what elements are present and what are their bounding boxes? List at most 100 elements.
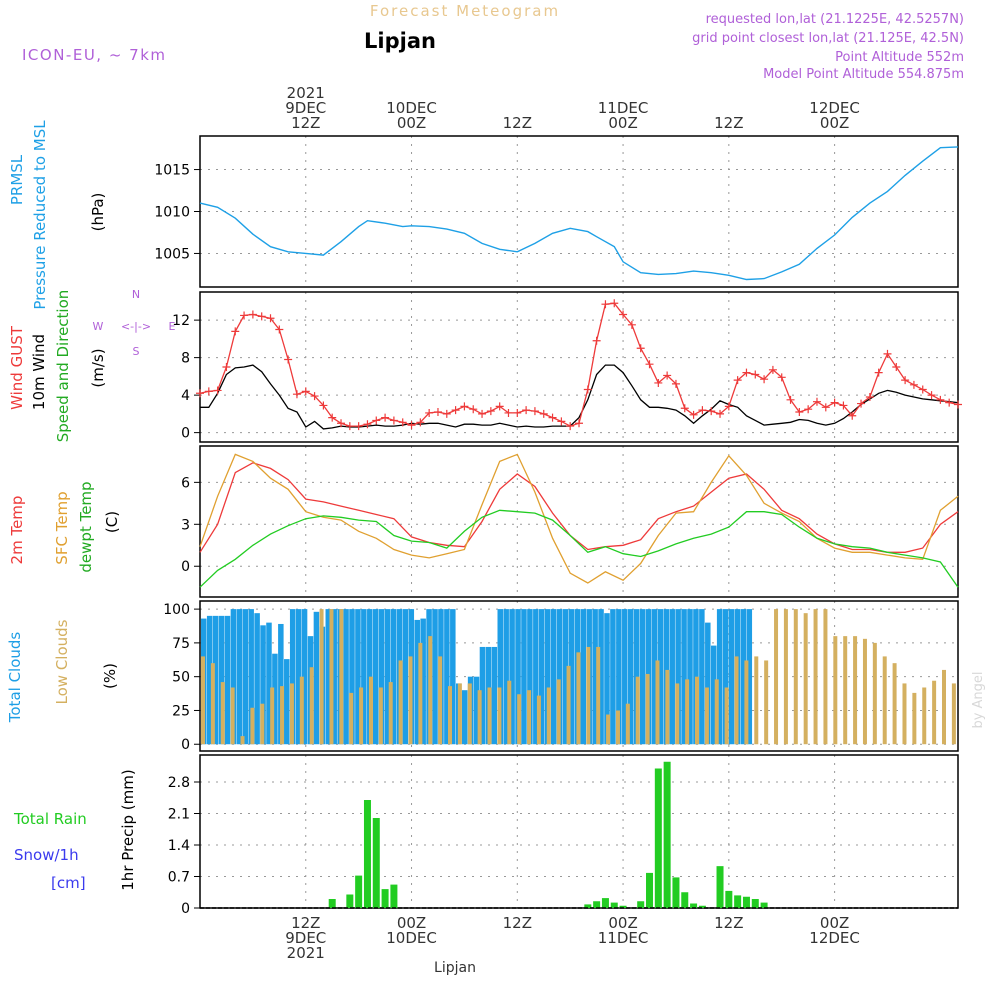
total-clouds-bar bbox=[728, 609, 735, 745]
low-clouds-bar bbox=[853, 636, 858, 745]
low-clouds-bar bbox=[566, 665, 571, 745]
wind-direction-label: Speed and Direction bbox=[54, 290, 72, 443]
gust-point bbox=[927, 391, 936, 400]
low-clouds-bar bbox=[625, 703, 630, 745]
low-clouds-bar bbox=[942, 669, 946, 745]
low-clouds-bar bbox=[754, 656, 759, 745]
gust-point bbox=[945, 398, 954, 407]
low-clouds-bar bbox=[704, 687, 709, 745]
gust-point bbox=[433, 408, 442, 416]
rain-bar bbox=[654, 768, 662, 908]
gust-point bbox=[213, 386, 222, 395]
low-clouds-bar bbox=[833, 636, 838, 745]
panel-frame bbox=[199, 600, 959, 752]
low-clouds-bar bbox=[240, 736, 245, 745]
gust-point bbox=[671, 379, 680, 388]
top-time-label: 00Z bbox=[397, 114, 426, 132]
gust-point bbox=[381, 413, 390, 422]
low-clouds-bar bbox=[250, 707, 255, 745]
rain-bar bbox=[601, 898, 609, 908]
low-clouds-bar bbox=[823, 609, 828, 745]
total-clouds-bar bbox=[390, 609, 397, 745]
gust-point bbox=[592, 336, 601, 345]
total-clouds-bar bbox=[402, 609, 409, 745]
compass-east: E bbox=[169, 320, 176, 333]
total-clouds-bar bbox=[206, 615, 213, 745]
top-time-label: 12DEC bbox=[809, 99, 860, 117]
gust-point bbox=[821, 403, 830, 412]
rain-label: Total Rain bbox=[13, 810, 87, 828]
low-clouds-bar bbox=[872, 642, 877, 745]
gust-point bbox=[328, 413, 337, 422]
gust-point bbox=[337, 419, 346, 428]
low-clouds-bar bbox=[428, 636, 433, 745]
low-clouds-bar bbox=[487, 687, 492, 745]
low-clouds-bar bbox=[230, 687, 235, 745]
rain-bar bbox=[619, 905, 627, 908]
gust-point bbox=[707, 407, 716, 416]
bottom-time-label: 2021 bbox=[287, 944, 325, 962]
low-clouds-bar bbox=[546, 687, 551, 745]
low-clouds-bar bbox=[299, 676, 304, 745]
rain-bar bbox=[742, 896, 750, 908]
y-tick-label: 1010 bbox=[154, 205, 190, 221]
low-clouds-bar bbox=[280, 686, 285, 745]
gust-point bbox=[301, 387, 310, 396]
total-clouds-bar bbox=[224, 615, 231, 745]
gust-point bbox=[795, 408, 804, 416]
gust-point bbox=[663, 371, 672, 380]
total-clouds-bar bbox=[604, 613, 610, 745]
rain-bar bbox=[681, 892, 689, 908]
rain-bar bbox=[637, 901, 645, 908]
bottom-time-label: 00Z bbox=[397, 914, 426, 932]
dewpt-temp-label: dewpt Temp bbox=[77, 481, 95, 572]
gust-point bbox=[892, 363, 901, 371]
low-clouds-bar bbox=[536, 695, 541, 745]
total-clouds-bar bbox=[260, 625, 266, 745]
top-time-label: 9DEC bbox=[285, 99, 326, 117]
bottom-time-label: 00Z bbox=[608, 914, 637, 932]
y-tick-label: 25 bbox=[172, 703, 190, 719]
bottom-time-label: 12DEC bbox=[809, 929, 860, 947]
gust-point bbox=[768, 365, 777, 374]
compass-arrows: <-|-> bbox=[121, 320, 151, 333]
gust-point bbox=[918, 385, 927, 394]
gust-point bbox=[495, 402, 504, 411]
pressure-label: PRMSL bbox=[8, 154, 26, 205]
y-tick-label: 6 bbox=[181, 475, 190, 491]
low-clouds-bar bbox=[507, 680, 512, 745]
pressure-series-line bbox=[199, 146, 959, 281]
panel-frame bbox=[199, 291, 959, 443]
gust-point bbox=[469, 405, 478, 414]
total-clouds-bar bbox=[544, 609, 551, 745]
gust-point bbox=[724, 402, 733, 411]
total-clouds-bar bbox=[444, 609, 450, 745]
gust-point bbox=[539, 409, 548, 418]
total-clouds-bar bbox=[722, 609, 729, 745]
rain-bar bbox=[716, 866, 724, 908]
low-clouds-bar bbox=[645, 673, 650, 745]
gust-point bbox=[751, 370, 760, 379]
rain-bar bbox=[646, 872, 654, 908]
gust-point bbox=[425, 408, 434, 417]
low-clouds-bar bbox=[448, 686, 452, 745]
panel-frame bbox=[199, 754, 959, 909]
top-time-label: 12Z bbox=[291, 114, 320, 132]
rain-bar bbox=[734, 895, 742, 908]
gust-point bbox=[310, 392, 319, 401]
total-clouds-bar bbox=[420, 618, 426, 745]
low-clouds-bar bbox=[368, 676, 373, 745]
top-time-label: 12Z bbox=[714, 114, 743, 132]
low-clouds-bar bbox=[606, 714, 611, 745]
low-clouds-bar bbox=[260, 703, 265, 745]
bottom-time-label: 10DEC bbox=[386, 929, 437, 947]
gust-point bbox=[566, 422, 575, 431]
total-clouds-bar bbox=[473, 676, 480, 745]
low-clouds-bar bbox=[319, 609, 324, 745]
rain-bar bbox=[672, 877, 680, 908]
rain-bar bbox=[663, 761, 671, 908]
low-clouds-bar bbox=[892, 663, 897, 745]
rain-bar bbox=[760, 902, 768, 908]
gust-point bbox=[257, 312, 266, 321]
panel-frame bbox=[199, 445, 959, 598]
